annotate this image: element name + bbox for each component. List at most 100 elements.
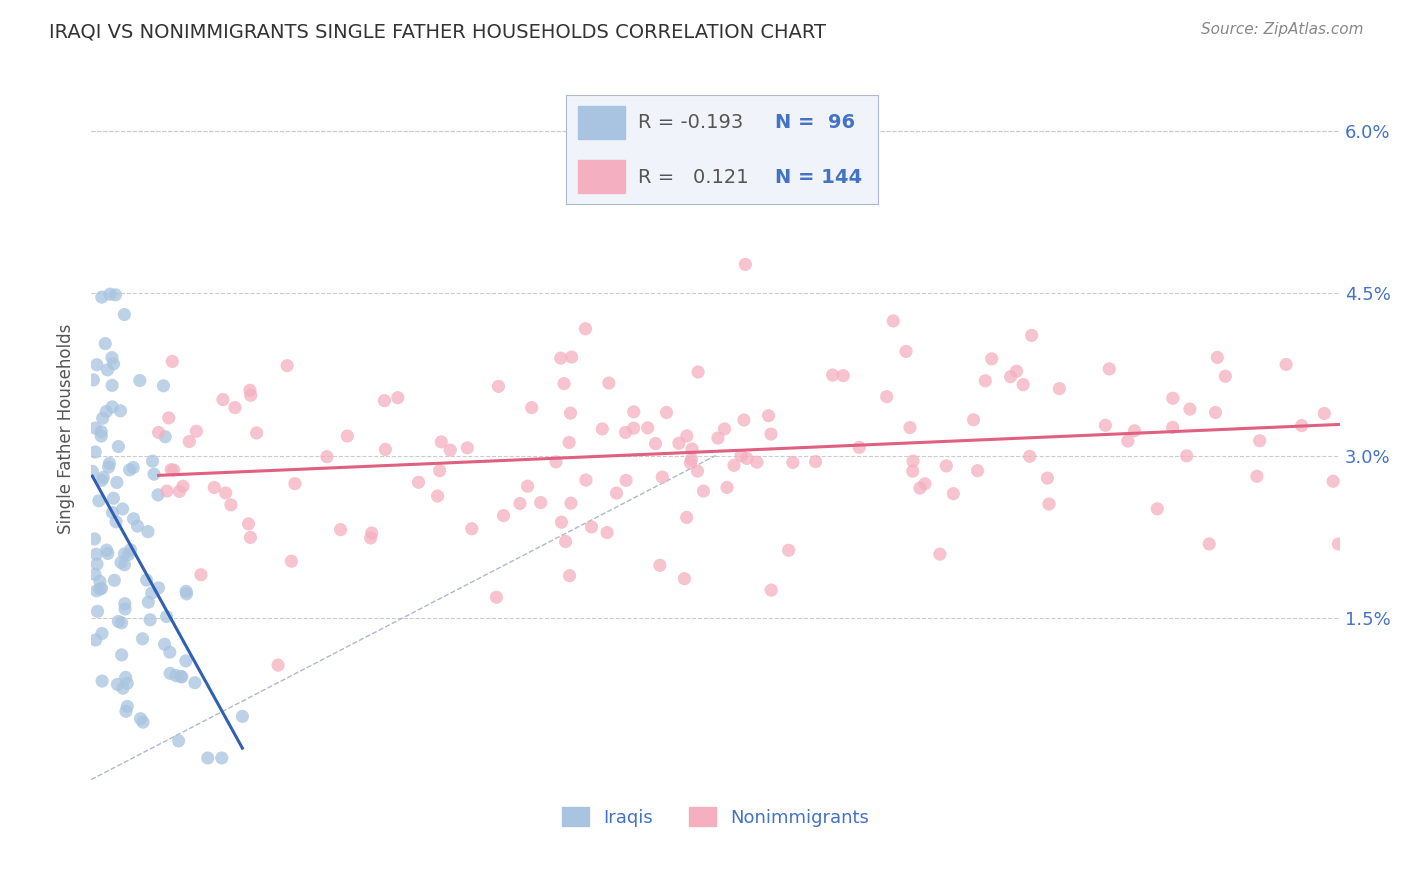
Point (84, 632, 107, 647)
Point (681, 442, 703, 456)
Point (554, 534, 576, 549)
Point (686, 365, 709, 379)
Point (118, 463, 141, 477)
Point (212, 392, 235, 407)
Point (90, 290, 112, 304)
Point (156, 484, 179, 499)
Point (115, 704, 138, 718)
Point (374, 442, 396, 457)
Point (614, 425, 637, 440)
Point (745, 455, 768, 469)
Point (561, 350, 583, 364)
Point (87, 493, 110, 508)
Point (716, 480, 738, 494)
Point (96, 404, 118, 418)
Point (1313, 407, 1336, 421)
Point (184, 675, 207, 690)
Point (1206, 351, 1229, 365)
Point (581, 520, 603, 534)
Point (86, 557, 108, 571)
Point (735, 451, 758, 466)
Point (224, 401, 246, 415)
Point (110, 556, 132, 570)
Point (966, 464, 988, 478)
Point (723, 458, 745, 473)
Point (679, 456, 702, 470)
Point (1123, 424, 1146, 438)
Point (686, 464, 709, 478)
Point (122, 460, 145, 475)
Point (91, 470, 114, 484)
Point (170, 670, 193, 684)
Point (174, 654, 197, 668)
Text: IRAQI VS NONIMMIGRANTS SINGLE FATHER HOUSEHOLDS CORRELATION CHART: IRAQI VS NONIMMIGRANTS SINGLE FATHER HOU… (49, 22, 827, 41)
Point (176, 587, 198, 601)
Point (485, 591, 508, 605)
Point (942, 486, 965, 500)
Point (160, 463, 183, 477)
Point (492, 508, 515, 523)
Point (980, 351, 1002, 366)
Point (90, 473, 112, 487)
Point (876, 390, 898, 404)
Point (91, 411, 114, 425)
Point (82, 373, 104, 387)
Point (898, 420, 921, 434)
Point (128, 374, 150, 388)
Point (901, 454, 924, 468)
Point (136, 524, 159, 539)
Point (456, 441, 478, 455)
Point (153, 637, 176, 651)
Point (239, 388, 262, 402)
Point (89, 582, 111, 596)
Point (730, 449, 752, 463)
Point (1198, 537, 1220, 551)
Point (1038, 497, 1060, 511)
Point (90, 425, 112, 439)
Point (623, 405, 645, 419)
Point (159, 645, 181, 659)
Point (129, 712, 152, 726)
Point (238, 516, 260, 531)
Point (141, 586, 163, 600)
Point (114, 602, 136, 616)
Point (91, 674, 114, 689)
Point (1205, 405, 1227, 419)
Point (713, 422, 735, 436)
Point (560, 406, 582, 420)
Point (509, 496, 531, 510)
Point (211, 751, 233, 765)
Point (316, 450, 339, 464)
Point (637, 421, 659, 435)
Point (98, 287, 121, 301)
Point (429, 464, 451, 478)
Point (239, 383, 262, 397)
Point (132, 715, 155, 730)
Point (148, 581, 170, 595)
Point (614, 474, 637, 488)
Point (97, 546, 120, 560)
Point (1000, 369, 1022, 384)
Point (530, 495, 553, 509)
Point (155, 430, 177, 444)
Point (804, 455, 827, 469)
Point (197, 751, 219, 765)
Point (112, 308, 135, 322)
Point (1146, 501, 1168, 516)
Point (105, 475, 128, 490)
Point (172, 479, 194, 493)
Point (114, 558, 136, 572)
Point (832, 368, 855, 383)
Point (329, 523, 352, 537)
Point (122, 512, 145, 526)
Point (97, 460, 120, 475)
Point (215, 486, 238, 500)
Point (98, 456, 121, 470)
Point (107, 440, 129, 454)
Point (159, 666, 181, 681)
Point (280, 554, 302, 568)
Point (82, 464, 104, 478)
Point (141, 454, 163, 468)
Point (267, 658, 290, 673)
Point (202, 481, 225, 495)
